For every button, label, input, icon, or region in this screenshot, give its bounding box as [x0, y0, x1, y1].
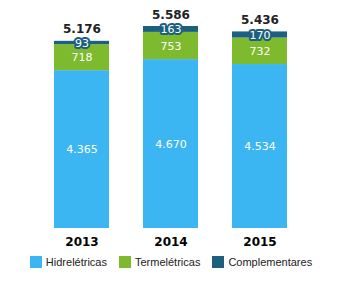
- svg-text:163: 163: [161, 23, 182, 36]
- svg-text:5.586: 5.586: [152, 8, 190, 22]
- html-text:Complementares: Complementares: [228, 256, 313, 268]
- svg-text:2015: 2015: [243, 235, 276, 249]
- svg-text:170: 170: [250, 29, 271, 42]
- html-text:Termelétricas: Termelétricas: [135, 256, 201, 268]
- svg-text:753: 753: [161, 40, 182, 53]
- svg-text:4.534: 4.534: [244, 140, 276, 153]
- svg-text:4.670: 4.670: [155, 138, 187, 151]
- svg-text:5.176: 5.176: [63, 22, 101, 36]
- svg-text:4.365: 4.365: [66, 143, 98, 156]
- svg-text:718: 718: [72, 51, 93, 64]
- svg-text:2014: 2014: [154, 235, 187, 249]
- svg-text:93: 93: [75, 37, 89, 50]
- html-text:Hidrelétricas: Hidrelétricas: [45, 256, 107, 268]
- svg-text:732: 732: [250, 45, 271, 58]
- svg-text:5.436: 5.436: [241, 13, 279, 27]
- svg-text:2013: 2013: [65, 235, 98, 249]
